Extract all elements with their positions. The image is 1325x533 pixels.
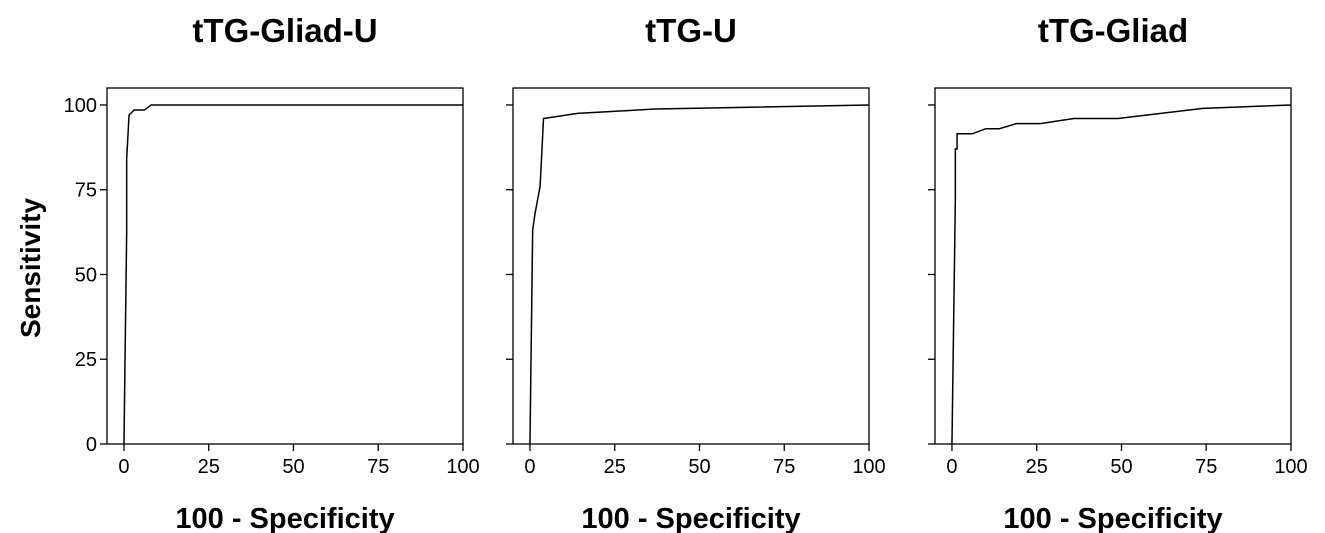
x-tick-label: 25 [198,456,220,478]
chart-panel-3: tTG-Gliad 0 25 50 75 100 100 - Specificity [928,12,1308,533]
x-tick-label: 0 [524,456,535,478]
y-tick-label: 75 [75,180,97,202]
x-tick-label: 100 [446,456,479,478]
chart-panel-1: tTG-Gliad-U 0 25 50 75 100 0 25 50 75 100 100 - Spe… [64,12,480,533]
roc-curve-line [951,104,1292,445]
x-tick-label: 100 [852,456,885,478]
x-tick-label: 75 [1195,456,1217,478]
y-tick-label: 50 [75,264,97,286]
x-tick-label: 0 [118,456,129,478]
x-axis-label: 100 - Specificity [175,503,394,533]
plot-frame [512,87,870,445]
x-tick-label: 50 [688,456,710,478]
y-tick-label: 25 [75,349,97,371]
x-axis-label: 100 - Specificity [581,503,800,533]
x-tick-label: 75 [773,456,795,478]
x-tick-label: 25 [604,456,626,478]
x-tick-label: 0 [946,456,957,478]
roc-curve-line [529,104,870,445]
chart-panels: tTG-Gliad-U 0 25 50 75 100 0 25 50 75 100 100 - Spe… [64,12,1308,533]
x-tick-label: 50 [1110,456,1132,478]
chart-panel-2: tTG-U 0 25 50 75 100 100 - Specificity [506,12,886,533]
y-tick-label: 100 [64,95,97,117]
x-tick-label: 25 [1026,456,1048,478]
y-tick-label: 0 [86,434,97,456]
y-axis-label: Sensitivity [15,198,46,338]
panel-title: tTG-Gliad-U [192,12,377,49]
x-tick-label: 50 [282,456,304,478]
x-axis-label: 100 - Specificity [1003,503,1222,533]
plot-frame [106,87,464,445]
panel-title: tTG-U [645,12,737,49]
roc-curve-line [123,104,463,445]
x-tick-label: 100 [1274,456,1307,478]
plot-frame [934,87,1292,445]
x-tick-label: 75 [367,456,389,478]
panel-title: tTG-Gliad [1038,12,1188,49]
